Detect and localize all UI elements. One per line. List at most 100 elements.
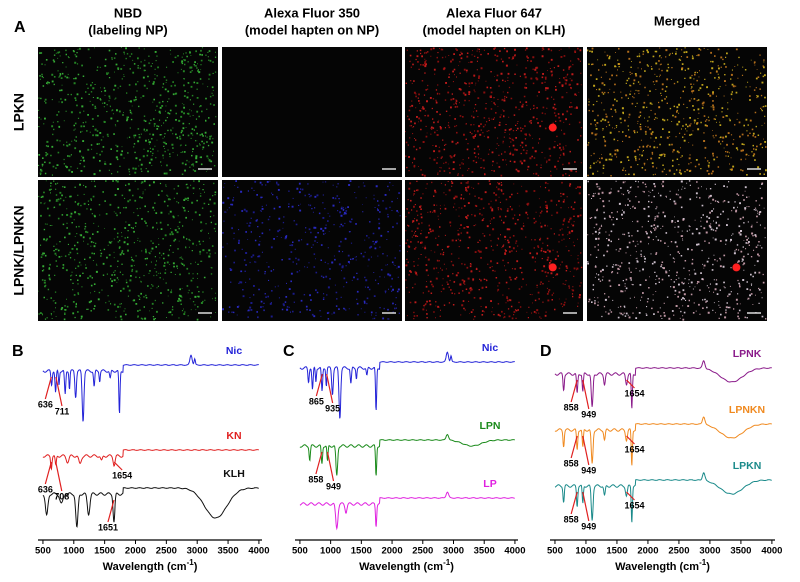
column-title: Merged [654, 13, 700, 28]
x-axis-label-text: Wavelength (cm [103, 561, 187, 573]
peak-label: 1654 [624, 388, 644, 398]
trace-name: LPNKN [729, 404, 765, 416]
peak-arrow [44, 376, 52, 400]
spectrum-line [299, 351, 515, 419]
column-title: NBD [114, 5, 142, 20]
peak-arrow [626, 435, 635, 445]
x-tick-label: 3000 [443, 546, 464, 557]
x-tick-label: 1000 [575, 546, 596, 557]
peak-arrow [315, 373, 323, 397]
peak-arrow [55, 461, 63, 492]
fluorescence-blob [732, 263, 741, 272]
x-tick-label: 2500 [668, 546, 689, 557]
peak-label: 708 [54, 491, 69, 501]
x-tick-label: 3000 [699, 546, 720, 557]
x-tick-label: 1500 [606, 546, 627, 557]
x-tick-label: 3500 [730, 546, 751, 557]
peak-arrow [570, 491, 578, 515]
trace-name: LPN [480, 420, 501, 432]
x-tick-label: 1500 [351, 546, 372, 557]
microscopy-image [405, 47, 583, 177]
fluorescence-dots [587, 180, 766, 319]
row-label: LPKN [11, 93, 27, 131]
peak-label: 858 [308, 474, 323, 484]
x-axis-label-text: Wavelength (cm [359, 561, 443, 573]
x-axis-label-end: ) [194, 561, 198, 573]
x-axis-label-sup: -1 [443, 558, 451, 567]
x-tick-label: 2000 [637, 546, 658, 557]
peak-label: 949 [326, 481, 341, 491]
fluorescence-dots [405, 47, 583, 177]
x-tick-label: 3000 [187, 546, 208, 557]
peak-arrow [582, 491, 590, 522]
spectrum-line [554, 416, 772, 466]
x-tick-label: 1500 [94, 546, 115, 557]
x-tick-label: 2000 [125, 546, 146, 557]
panel-label: C [283, 343, 295, 360]
trace-name: KLH [223, 468, 245, 480]
peak-arrow [315, 451, 323, 475]
trace-name: LPNK [733, 348, 762, 360]
trace-name: LPKN [733, 460, 762, 472]
fluorescence-dots [222, 180, 401, 320]
x-tick-label: 3500 [474, 546, 495, 557]
peak-label: 1651 [98, 522, 118, 532]
peak-label: 636 [38, 484, 53, 494]
x-tick-label: 4000 [504, 546, 525, 557]
x-tick-label: 500 [35, 546, 51, 557]
x-tick-label: 4000 [761, 546, 782, 557]
microscopy-image [222, 47, 402, 177]
peak-arrow [113, 461, 123, 471]
column-title: (model hapten on KLH) [423, 22, 566, 37]
x-tick-label: 500 [547, 546, 563, 557]
peak-label: 858 [564, 458, 579, 468]
peak-label: 858 [564, 402, 579, 412]
peak-arrow [326, 373, 334, 404]
fluorescence-blob [548, 263, 557, 272]
peak-arrow [570, 379, 578, 403]
peak-label: 949 [581, 521, 596, 531]
fluorescence-dots [405, 180, 582, 320]
fluorescence-dots [587, 47, 767, 177]
peak-label: 949 [581, 409, 596, 419]
peak-label: 1654 [624, 500, 644, 510]
trace-name: KN [226, 430, 241, 442]
peak-arrow [626, 379, 635, 389]
x-axis-label: Wavelength (cm-1) [359, 558, 454, 573]
column-title: (model hapten on NP) [245, 22, 379, 37]
x-tick-label: 2000 [381, 546, 402, 557]
row-label: LPNK/LPNKN [11, 205, 27, 295]
x-tick-label: 1000 [320, 546, 341, 557]
microscopy-image [222, 180, 402, 321]
fluorescence-dots [38, 180, 217, 321]
x-axis-label: Wavelength (cm-1) [103, 558, 198, 573]
peak-label: 865 [309, 396, 324, 406]
panel-label: B [12, 343, 24, 360]
peak-label: 858 [564, 514, 579, 524]
microscopy-image [405, 180, 583, 321]
x-tick-label: 4000 [248, 546, 269, 557]
spectrum-line [554, 360, 772, 409]
peak-label: 935 [325, 403, 340, 413]
column-title: Alexa Fluor 647 [446, 5, 542, 20]
x-tick-label: 1000 [63, 546, 84, 557]
trace-name: Nic [226, 345, 243, 357]
column-title: Alexa Fluor 350 [264, 5, 360, 20]
fluorescence-dots [38, 180, 217, 321]
panel-label: D [540, 343, 552, 360]
trace-name: Nic [482, 342, 499, 354]
peak-arrow [582, 379, 590, 410]
x-axis-label-end: ) [450, 561, 454, 573]
peak-arrow [626, 491, 635, 501]
x-axis-label-end: ) [706, 561, 710, 573]
fluorescence-blob [548, 123, 557, 132]
x-tick-label: 500 [292, 546, 308, 557]
peak-arrow [44, 461, 52, 485]
peak-label: 1654 [112, 470, 132, 480]
x-axis-label-sup: -1 [187, 558, 195, 567]
peak-label: 711 [55, 406, 70, 416]
x-axis-label-text: Wavelength (cm [615, 561, 699, 573]
spectrum-line [42, 449, 259, 471]
x-tick-label: 3500 [217, 546, 238, 557]
peak-arrow [570, 435, 578, 459]
